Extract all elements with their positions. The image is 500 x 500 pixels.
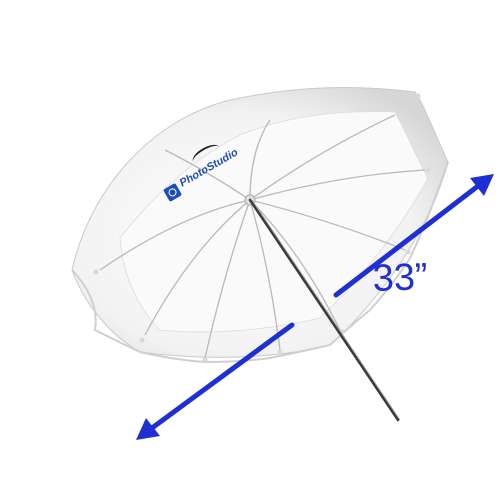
arrow-up-right-head	[470, 174, 494, 196]
rib	[99, 199, 251, 271]
rib	[144, 199, 251, 336]
rib	[249, 114, 396, 201]
arrow-down-left-head	[136, 418, 160, 440]
measurement-label: 33”	[372, 256, 429, 300]
umbrella-canopy	[71, 86, 449, 364]
measurement-arrows	[136, 174, 494, 440]
umbrella-shaft	[248, 198, 400, 422]
rib-tips	[93, 93, 431, 363]
arrow-up-right-icon	[333, 183, 481, 298]
rib	[249, 169, 426, 201]
canopy-rim	[71, 161, 449, 364]
umbrella-shaft-highlight	[251, 199, 401, 421]
rib	[249, 199, 281, 351]
rib	[249, 199, 341, 331]
arrow-down-left-icon	[149, 322, 295, 431]
umbrella-ribs	[99, 114, 426, 359]
rib	[249, 199, 406, 251]
rib	[204, 199, 251, 359]
rib	[249, 119, 271, 201]
rib	[164, 149, 251, 201]
